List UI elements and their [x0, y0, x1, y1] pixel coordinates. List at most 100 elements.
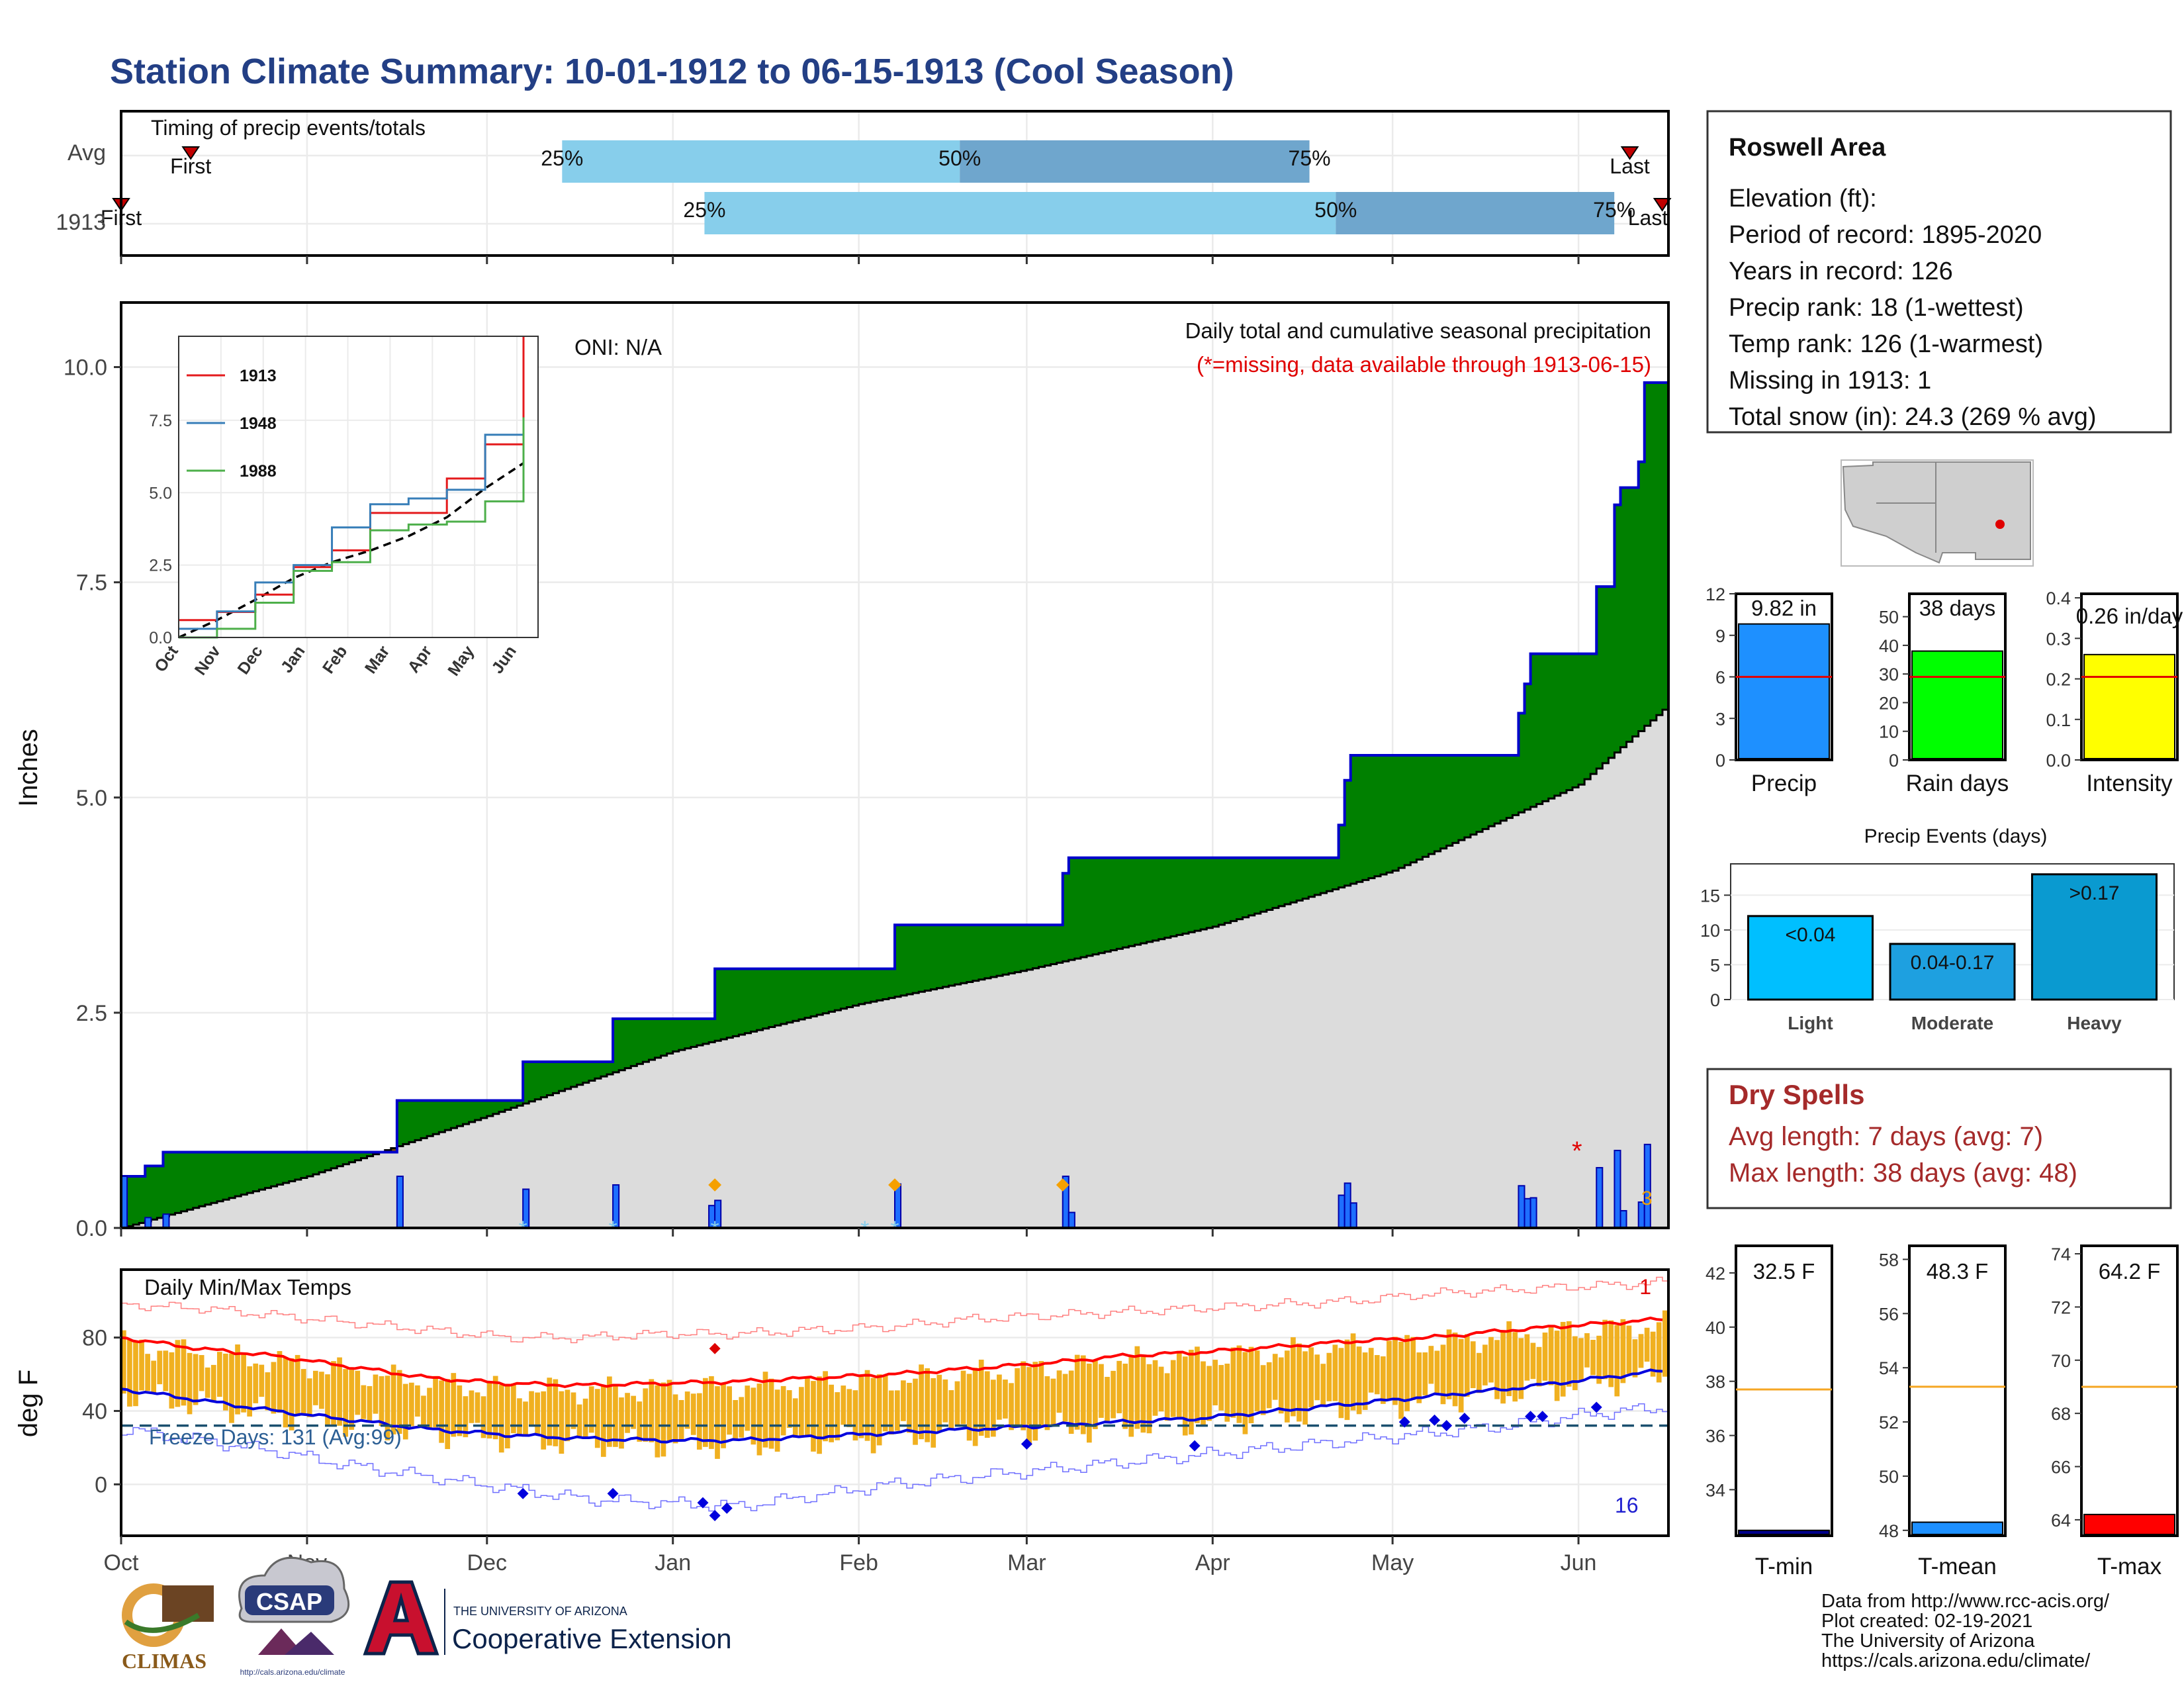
mini-bar-tick-label: 3	[1715, 709, 1725, 729]
above-avg-area	[660, 1018, 668, 1056]
mini-bar-tick-label: 42	[1706, 1264, 1725, 1284]
daily-temp-bar	[379, 1376, 385, 1427]
inset-xtick-label: Apr	[404, 642, 436, 677]
dry-spells-max: Max length: 38 days (avg: 48)	[1729, 1158, 2077, 1188]
above-avg-area	[649, 1018, 656, 1060]
above-avg-area	[187, 1152, 194, 1210]
above-avg-area	[349, 1152, 356, 1162]
above-avg-area	[882, 968, 889, 1000]
logo-csap: CSAP http://cals.arizona.edu/climate	[238, 1556, 350, 1677]
above-avg-area	[1062, 873, 1069, 962]
mini-bar-value-label: 32.5 F	[1753, 1259, 1815, 1284]
daily-temp-bar	[289, 1358, 295, 1430]
above-avg-area	[1056, 925, 1064, 963]
record-low-marker	[1590, 1401, 1602, 1413]
above-avg-area	[600, 1062, 608, 1077]
month-label: Feb	[839, 1550, 878, 1575]
mini-bar-tick-label: 48	[1879, 1521, 1899, 1541]
above-avg-area	[1620, 487, 1627, 747]
daily-temp-bar	[1440, 1344, 1446, 1405]
footer-line: Data from http://www.rcc-acis.org/	[1821, 1591, 2110, 1612]
mini-bar-tick-label: 0.4	[2046, 588, 2071, 608]
daily-temp-bar	[517, 1398, 522, 1436]
events-bar	[1747, 915, 1874, 1001]
above-avg-area	[913, 925, 919, 994]
above-avg-area	[523, 1062, 529, 1104]
above-avg-area	[1074, 857, 1081, 959]
daily-temp-bar	[882, 1376, 888, 1432]
above-avg-area	[517, 1100, 523, 1106]
above-avg-area	[972, 925, 979, 981]
above-avg-area	[931, 925, 938, 990]
mini-bar-value-label: 0.26 in/day	[2076, 604, 2183, 628]
above-avg-area	[703, 1018, 709, 1044]
daily-temp-bar	[295, 1354, 300, 1417]
record-high-marker	[709, 1342, 721, 1354]
precip-ytick-label: 2.5	[76, 1001, 107, 1026]
mini-bar-tick-label: 9	[1715, 626, 1725, 646]
daily-temp-bar	[553, 1379, 559, 1446]
record-low-marker	[697, 1497, 709, 1509]
mini-bar-frame	[2080, 1244, 2179, 1537]
daily-temp-bar	[1482, 1344, 1488, 1385]
above-avg-area	[895, 925, 901, 997]
daily-temp-bar	[277, 1351, 283, 1413]
above-avg-area	[295, 1152, 302, 1180]
above-avg-area	[343, 1152, 349, 1164]
mini-bar-tick-label: 30	[1879, 665, 1899, 684]
above-avg-area	[1644, 382, 1651, 726]
timing-first-label: First	[170, 154, 211, 178]
daily-temp-bar	[151, 1360, 157, 1394]
record-low-marker	[1537, 1411, 1549, 1423]
timing-label: Timing of precip events/totals	[151, 116, 426, 140]
daily-temp-bar	[1158, 1366, 1164, 1412]
daily-temp-bar	[888, 1390, 894, 1435]
daily-precip-bar	[1529, 1197, 1537, 1229]
record-low-marker	[517, 1487, 529, 1499]
daily-precip-bar	[1343, 1182, 1351, 1229]
daily-temp-bar	[535, 1392, 540, 1435]
above-avg-area	[223, 1152, 230, 1200]
above-avg-area	[199, 1152, 206, 1207]
above-avg-area	[1392, 755, 1399, 871]
daily-temp-bar	[253, 1363, 259, 1403]
daily-precip-bar	[1619, 1209, 1627, 1229]
daily-temp-bar	[864, 1370, 870, 1441]
daily-temp-bar	[643, 1388, 649, 1442]
timing-row-avg-label: Avg	[68, 140, 106, 165]
mini-bar-value	[2083, 1513, 2175, 1536]
month-label: Oct	[104, 1550, 139, 1575]
above-avg-area	[751, 968, 758, 1032]
inset-avg-line	[178, 462, 524, 639]
above-avg-area	[1093, 857, 1099, 955]
above-avg-area	[870, 968, 878, 1002]
above-avg-area	[235, 1152, 242, 1197]
above-avg-area	[762, 968, 770, 1029]
precip-events-chart: Precip Events (days) 0 5 10 15 <0.04 Light 0.0…	[1700, 825, 2175, 1033]
above-avg-area	[607, 1062, 614, 1075]
above-avg-area	[175, 1152, 182, 1213]
mini-bar-tick-label: 58	[1879, 1250, 1899, 1270]
daily-temp-bar	[1572, 1336, 1578, 1391]
timing-pct-label: 75%	[1593, 198, 1635, 222]
daily-temp-bar	[1206, 1366, 1212, 1421]
above-avg-area	[259, 1152, 266, 1190]
above-avg-area	[402, 1100, 410, 1145]
above-avg-area	[216, 1152, 224, 1201]
inset-xtick-label: Feb	[319, 642, 351, 677]
station-location-dot	[1995, 520, 2005, 529]
events-tick-label: 5	[1710, 955, 1720, 975]
above-avg-area	[1158, 857, 1165, 939]
above-avg-area	[1344, 780, 1351, 886]
record-low-marker	[607, 1487, 619, 1499]
above-avg-area	[151, 1166, 158, 1220]
above-avg-area	[942, 925, 950, 987]
above-avg-area	[253, 1152, 260, 1192]
above-avg-area	[1015, 925, 1021, 972]
above-avg-area	[1506, 755, 1513, 818]
above-avg-area	[1584, 653, 1591, 780]
daily-temp-bar	[1542, 1333, 1548, 1381]
above-avg-area	[319, 1152, 326, 1172]
above-avg-area	[210, 1152, 218, 1203]
